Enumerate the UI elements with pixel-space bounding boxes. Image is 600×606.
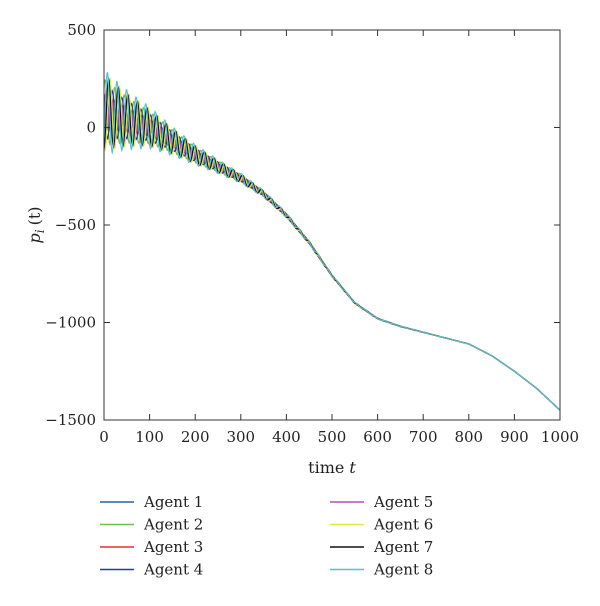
legend-label-agent-4: Agent 4 xyxy=(143,561,203,579)
x-tick-label: 1000 xyxy=(541,428,579,446)
x-axis-label: time t xyxy=(308,458,356,477)
y-axis-label-arg: (t) xyxy=(25,206,44,225)
x-tick-label: 100 xyxy=(135,428,164,446)
y-tick-label: 500 xyxy=(67,21,96,39)
plot-frame xyxy=(103,29,561,421)
y-tick-label: −1500 xyxy=(45,411,96,429)
y-axis-label: pi (t) xyxy=(25,206,47,243)
legend-label-agent-5: Agent 5 xyxy=(373,493,433,511)
y-axis-label-sub: i xyxy=(33,229,47,233)
y-axis-label-var: p xyxy=(25,233,44,243)
series-layer xyxy=(103,71,561,411)
legend-label-agent-1: Agent 1 xyxy=(143,493,203,511)
x-tick-label: 500 xyxy=(318,428,347,446)
y-tick-label: −500 xyxy=(55,216,96,234)
x-tick-label: 400 xyxy=(272,428,301,446)
legend-label-agent-2: Agent 2 xyxy=(143,516,203,534)
series-line-agent-2 xyxy=(103,79,561,411)
x-tick-label: 700 xyxy=(409,428,438,446)
legend-label-agent-8: Agent 8 xyxy=(373,561,433,579)
series-line-agent-7 xyxy=(103,76,561,411)
x-axis-label-var: t xyxy=(349,458,356,477)
x-tick-label: 300 xyxy=(226,428,255,446)
x-tick-label: 200 xyxy=(181,428,210,446)
x-tick-label: 0 xyxy=(99,428,109,446)
legend-label-agent-6: Agent 6 xyxy=(373,516,433,534)
x-axis-label-text: time xyxy=(308,458,344,477)
x-tick-label: 800 xyxy=(454,428,483,446)
series-line-agent-6 xyxy=(103,76,561,411)
x-tick-label: 600 xyxy=(363,428,392,446)
legend: Agent 1 Agent 2 Agent 3 Agent 4 Agent 5 Agent… xyxy=(100,493,433,579)
series-line-agent-8 xyxy=(103,71,561,411)
y-tick-label: −1000 xyxy=(45,314,96,332)
legend-label-agent-3: Agent 3 xyxy=(143,538,203,556)
tick-layer: 0 100 200 300 400 500 600 700 800 900 1000 500 0 −500… xyxy=(45,21,579,446)
y-tick-label: 0 xyxy=(86,119,96,137)
legend-label-agent-7: Agent 7 xyxy=(373,538,433,556)
x-tick-label: 900 xyxy=(500,428,529,446)
